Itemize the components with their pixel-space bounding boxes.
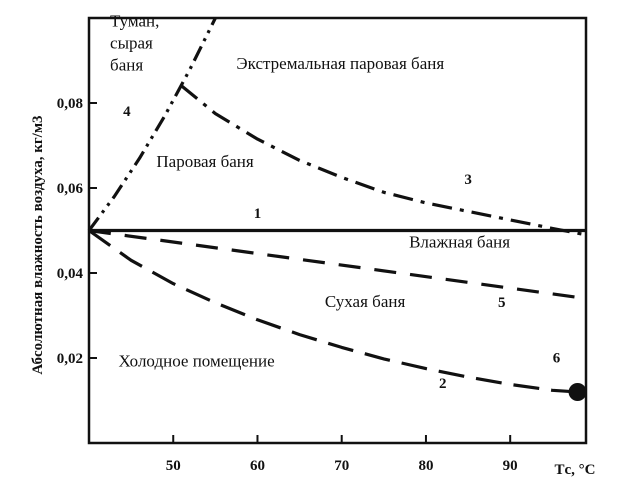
y-tick-label: 0,06 (57, 181, 84, 197)
curve-number-label: 2 (439, 376, 447, 392)
x-axis-label: Tс, °С (555, 462, 596, 478)
y-axis-label: Абсолютная влажность воздуха, кг/м3 (30, 115, 46, 374)
y-tick-label: 0,04 (57, 266, 84, 282)
labels: Туман, сырая баня Экстремальная паровая бан… (110, 12, 561, 392)
region-label-line: Сухая баня (325, 292, 406, 311)
region-label-line: Паровая баня (156, 152, 254, 171)
x-tick-label: 60 (250, 458, 265, 474)
x-tick-label: 80 (418, 458, 433, 474)
region-label: Холодное помещение (118, 352, 274, 371)
curve-number-label: 6 (553, 350, 561, 366)
curves (87, 17, 587, 401)
curve-number-label: 5 (498, 295, 506, 311)
region-label: Влажная баня (409, 233, 510, 252)
region-label: Паровая баня (156, 152, 254, 171)
x-tick-label: 70 (334, 458, 349, 474)
region-label-line: сырая (110, 34, 153, 53)
curve-number-label: 1 (254, 206, 262, 222)
x-tick-label: 90 (503, 458, 518, 474)
region-label: Сухая баня (325, 292, 406, 311)
region-label-line: Экстремальная паровая баня (236, 54, 444, 73)
curve-2 (88, 229, 578, 394)
x-ticks: 50 60 70 80 90 (166, 435, 518, 474)
region-label-line: Холодное помещение (118, 352, 274, 371)
y-tick-label: 0,08 (57, 96, 83, 112)
region-label-line: Туман, (110, 12, 159, 31)
y-tick-label: 0,02 (57, 351, 83, 367)
curve-4 (87, 17, 217, 232)
curve-number-label: 4 (123, 104, 131, 120)
region-label-line: баня (110, 56, 143, 75)
curve-3 (180, 84, 587, 237)
region-label-line: Влажная баня (409, 233, 510, 252)
region-label: Туман, сырая баня (110, 12, 159, 75)
curve-5 (88, 228, 587, 301)
end-point-marker (568, 383, 587, 401)
y-ticks: 0,02 0,04 0,06 0,08 (57, 96, 97, 367)
curve-number-label: 3 (464, 172, 472, 188)
region-label: Экстремальная паровая баня (236, 54, 444, 73)
x-tick-label: 50 (166, 458, 181, 474)
